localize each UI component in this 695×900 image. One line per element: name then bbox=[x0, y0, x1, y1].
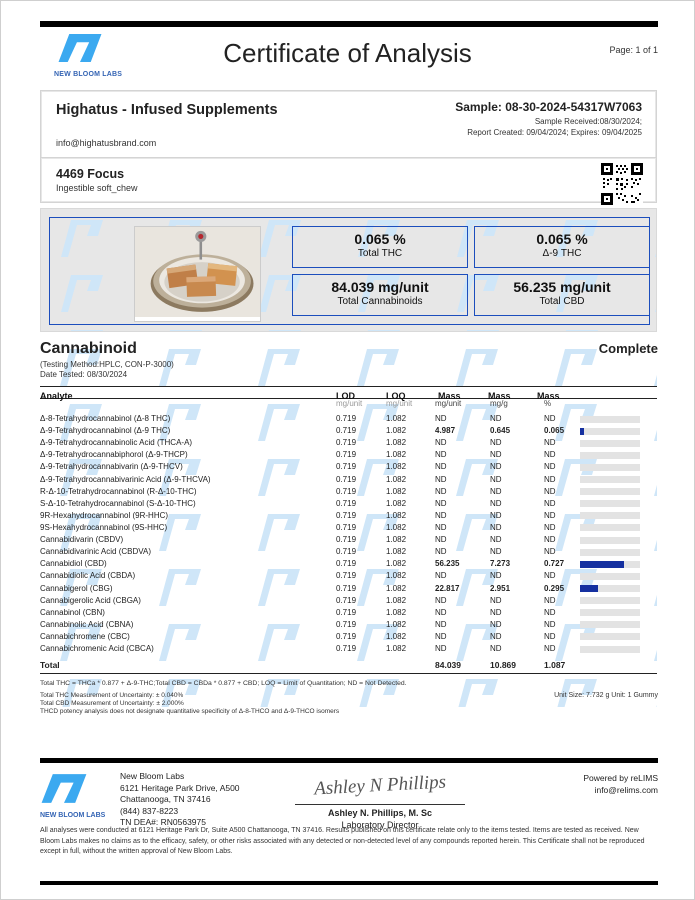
svg-text:Ashley N Phillips: Ashley N Phillips bbox=[312, 772, 447, 799]
